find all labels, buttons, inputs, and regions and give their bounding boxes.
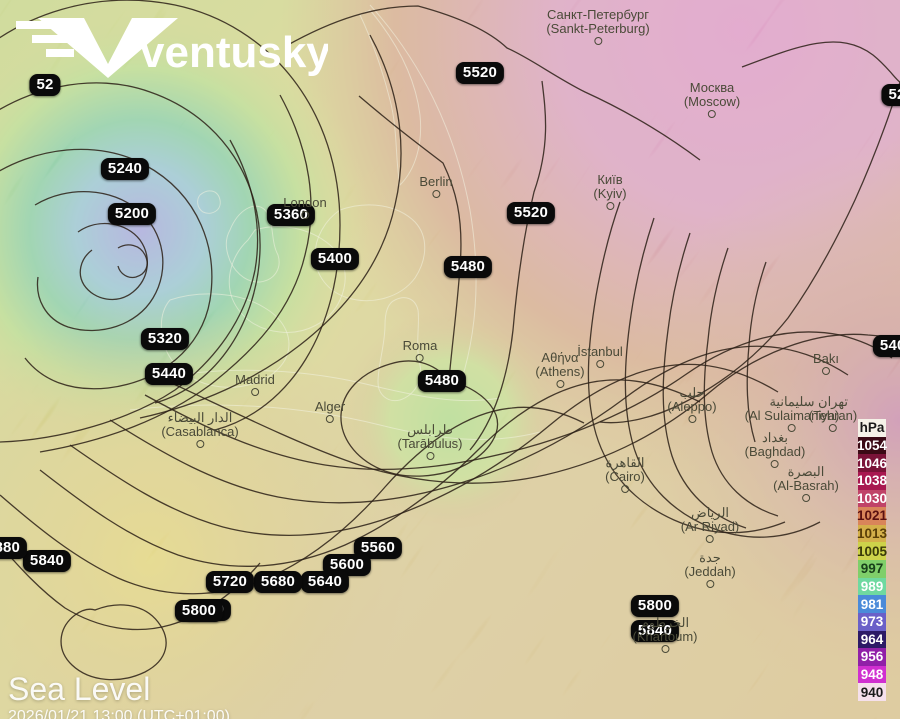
svg-text:ventusky: ventusky [140, 28, 328, 77]
